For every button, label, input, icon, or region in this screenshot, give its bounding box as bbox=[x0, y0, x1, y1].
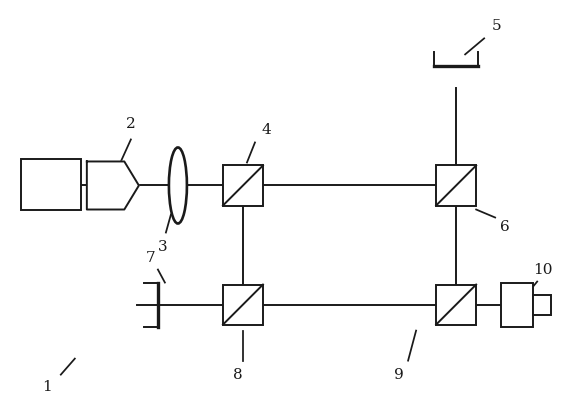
Text: 2: 2 bbox=[126, 117, 136, 131]
Text: 4: 4 bbox=[261, 124, 271, 137]
Bar bbox=[436, 166, 476, 205]
Bar bbox=[533, 294, 551, 315]
Text: 1: 1 bbox=[42, 380, 52, 393]
Bar bbox=[223, 166, 263, 205]
Text: 9: 9 bbox=[394, 368, 404, 382]
Text: 7: 7 bbox=[146, 251, 156, 265]
Bar bbox=[501, 283, 533, 327]
Text: 10: 10 bbox=[533, 263, 553, 276]
Polygon shape bbox=[87, 162, 139, 209]
Text: 3: 3 bbox=[158, 240, 168, 254]
Ellipse shape bbox=[169, 148, 187, 223]
Bar bbox=[223, 285, 263, 325]
Text: 6: 6 bbox=[500, 220, 510, 234]
Bar bbox=[436, 285, 476, 325]
Text: 8: 8 bbox=[233, 368, 243, 382]
Text: 5: 5 bbox=[491, 19, 501, 34]
Bar bbox=[21, 160, 81, 209]
